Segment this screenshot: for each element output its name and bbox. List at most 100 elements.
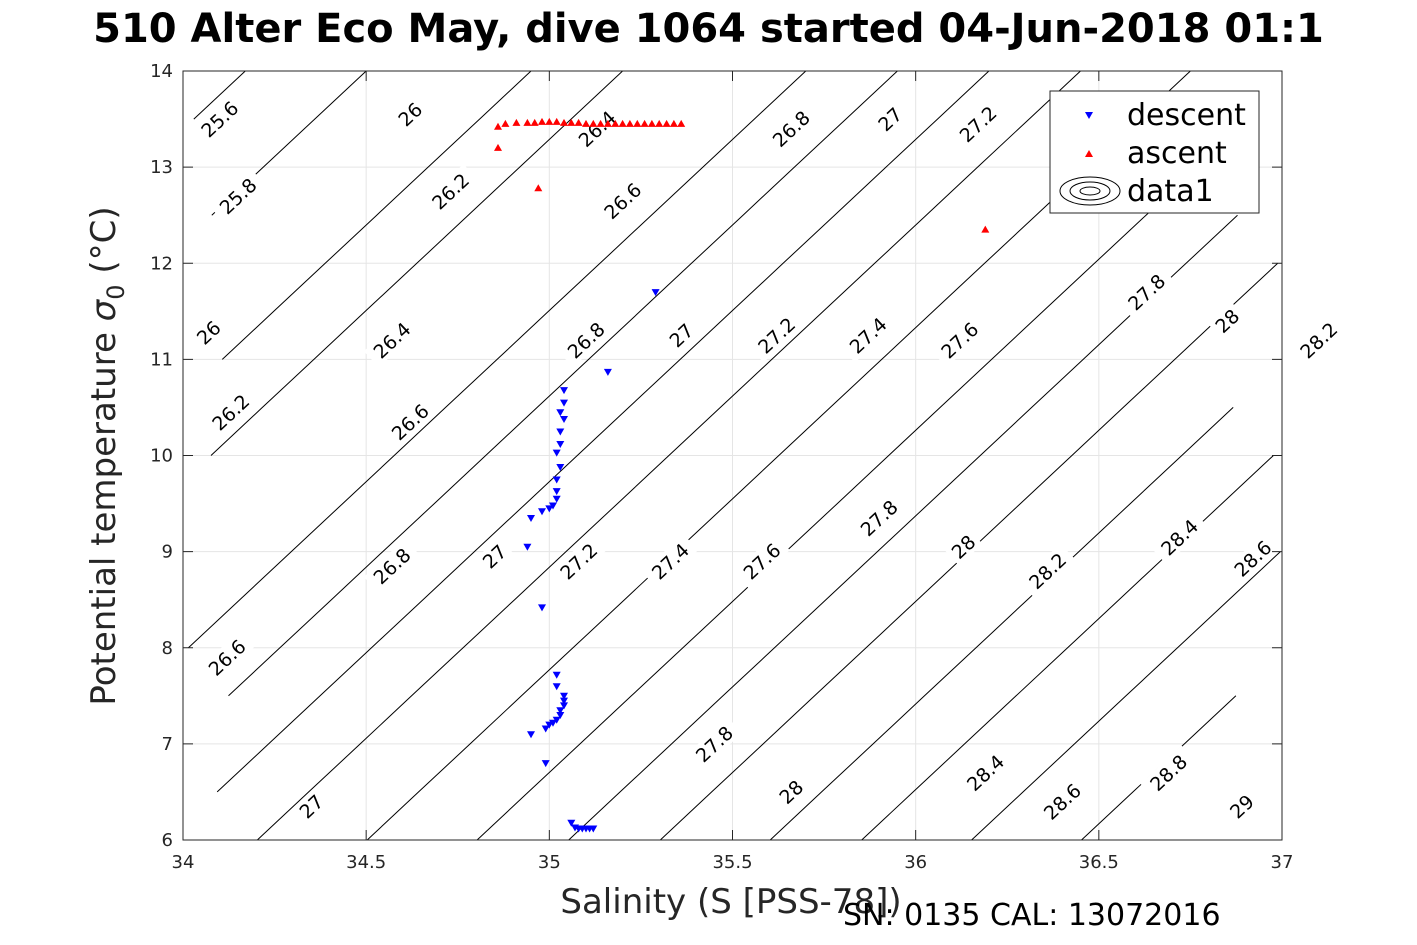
legend-ascent-marker [1085,150,1093,157]
y-tick-label: 14 [150,61,173,82]
contour-label-bg [363,313,420,368]
y-axis-label-sigma: σ [84,298,124,321]
contour-label-bg [733,534,790,589]
contour-label-bg [1222,787,1261,826]
legend-descent-label: descent [1127,98,1246,133]
descent-point [527,515,535,522]
contour-label-bg [558,313,614,368]
x-tick-label: 34.5 [346,852,386,873]
contour-label-bg [1140,745,1197,800]
descent-point [549,502,557,510]
ascent-point [574,118,583,126]
contour-label-bg [594,173,651,228]
descent-point [549,719,557,727]
x-tick-label: 36.5 [1079,852,1119,873]
descent-point [560,697,568,705]
contour-label-bg [840,308,896,363]
axis-ticks: 34 34.5 35 35.5 36 36.5 37 6 7 8 9 10 11 12 13 14 [150,61,1293,873]
contour-label: 26 [189,313,228,352]
descent-point [651,289,660,297]
descent-point [538,604,546,612]
descent-series [523,289,660,833]
contour-label: 26.4 [363,313,420,368]
ascent-point [611,119,620,127]
ascent-point [633,119,642,127]
y-tick-label: 13 [150,157,173,178]
descent-point [552,671,561,679]
ascent-point [662,119,671,127]
descent-point [538,508,546,516]
x-tick-label: 36 [904,852,927,873]
descent-point [560,702,568,710]
ascent-point [582,119,590,127]
y-axis-label-unit: (°C) [84,206,124,284]
contour-label-text: 27 [479,541,512,574]
contour-label-bg [957,745,1014,800]
contour-label: 28.6 [1034,774,1091,829]
contour-label-bg [390,95,430,134]
ascent-point [552,117,561,125]
x-tick-label: 35.5 [712,852,752,873]
contour-label: 27 [475,537,514,576]
y-tick-label: 6 [162,830,173,851]
x-axis-label: Salinity (S [PSS-78]) [560,882,901,922]
legend: descent ascent data1 [1049,90,1260,214]
contour-label-bg [763,101,820,156]
contour-label-bg [1224,531,1281,586]
descent-point [556,409,565,417]
contour-label: 28 [771,772,811,811]
descent-point [545,505,554,513]
contour-label: 27.8 [851,490,907,546]
contour-label-bg [191,91,248,147]
contour-label-bg [870,100,910,139]
descent-point [523,543,532,551]
ascent-point [523,118,532,126]
contour-label: 28.2 [1290,313,1347,368]
contour-label: 26.2 [422,164,479,219]
contour-line [210,70,623,456]
contour-label: 29 [1222,787,1261,826]
contour-label-text: 29 [1226,791,1259,824]
ascent-point [501,119,510,127]
descent-point [552,449,561,457]
contour-line [188,70,807,649]
contour-line [228,70,898,697]
contour-label-text: 27 [296,791,329,824]
descent-point [527,731,535,739]
ascent-point [640,119,649,127]
ascent-point [981,225,990,233]
contour-label: 26.8 [363,538,420,594]
descent-point [556,707,565,715]
legend-ascent-label: ascent [1127,136,1227,171]
y-tick-label: 11 [150,349,173,370]
ascent-point [530,118,539,126]
descent-point [589,825,598,833]
legend-descent-marker [1085,112,1093,119]
contour-label-bg [1019,543,1076,598]
descent-point [603,368,612,376]
contour-label-bg [189,313,228,352]
contour-label: 28.4 [957,745,1014,800]
footer-serial-calibration: SN: 0135 CAL: 13072016 [843,898,1221,933]
descent-point [567,819,576,827]
contour-label: 26.8 [763,101,820,156]
contour-label-bg [748,308,805,363]
contour-label: 25.8 [209,168,266,224]
ascent-point [625,119,634,127]
contour-label-bg [949,96,1006,152]
y-axis-label: Potential temperature σ0 (°C) [84,206,130,705]
contour-label: 28 [1207,301,1247,340]
ascent-point [589,119,598,127]
contour-label-bg [1207,301,1247,340]
contour-label: 27.4 [840,308,896,363]
contour-label-bg [550,534,607,589]
contour-label-text: 28 [1211,305,1244,338]
descent-point [552,495,561,503]
contour-label: 27.2 [550,534,607,589]
ascent-point [669,119,678,127]
contour-label-text: 27 [874,104,907,137]
contour-label: 27.4 [642,534,699,589]
contour-label-bg [202,385,259,440]
legend-data1-label: data1 [1127,174,1214,209]
